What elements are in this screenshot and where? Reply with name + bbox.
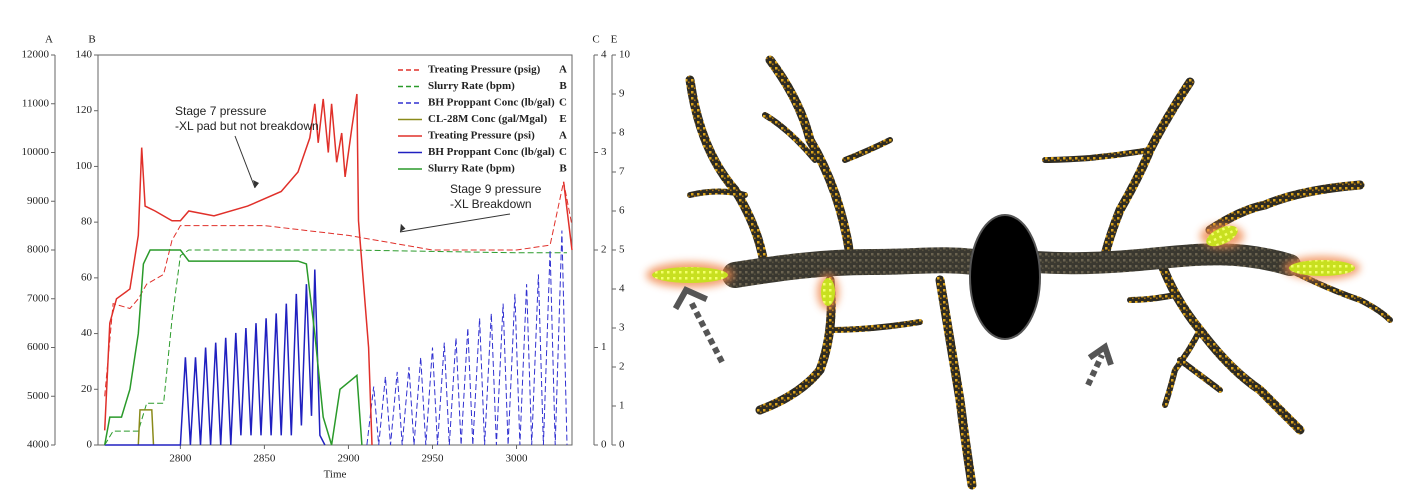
y-tick-label: 6000 — [27, 341, 50, 353]
annotation: -XL pad but not breakdown — [175, 119, 319, 133]
y-tick-label: 2 — [601, 244, 607, 256]
y-tick-label: 10000 — [22, 146, 50, 158]
annotation: -XL Breakdown — [450, 197, 532, 211]
series-line — [103, 93, 573, 446]
series-line — [103, 249, 363, 446]
x-axis-label: Time — [324, 469, 347, 481]
y-tick-label: 0 — [601, 439, 607, 451]
series-line — [104, 269, 326, 446]
y-tick-label: 4000 — [27, 439, 50, 451]
x-tick-label: 2850 — [253, 453, 276, 465]
annotation-arrow — [399, 213, 511, 233]
annotation: Stage 7 pressure — [175, 104, 267, 118]
y-tick-label: 40 — [81, 327, 93, 339]
annotation-arrow-head — [253, 180, 259, 188]
series-line — [366, 230, 568, 446]
x-tick-label: 3000 — [506, 453, 529, 465]
y-tick-label: 11000 — [22, 97, 50, 109]
legend-axis: E — [559, 113, 566, 125]
annotation-arrow-head — [400, 223, 406, 232]
y-tick-label: 120 — [76, 104, 93, 116]
series-line — [137, 409, 155, 446]
y-tick-label: 100 — [76, 160, 93, 172]
y-tick-label: 9 — [619, 88, 625, 100]
axis-letter: A — [45, 34, 53, 46]
x-tick-label: 2900 — [337, 453, 360, 465]
legend-label: Slurry Rate (bpm) — [428, 163, 515, 175]
y-tick-label: 3 — [601, 146, 607, 158]
y-tick-label: 6 — [619, 205, 625, 217]
legend-axis: B — [559, 80, 567, 92]
y-tick-label: 1 — [601, 341, 607, 353]
legend-label: BH Proppant Conc (lb/gal) — [428, 97, 555, 109]
legend-axis: A — [559, 64, 567, 76]
x-tick-label: 2800 — [169, 453, 192, 465]
y-tick-label: 140 — [76, 49, 93, 61]
y-tick-label: 10 — [619, 49, 631, 61]
series-line — [104, 181, 573, 397]
y-tick-label: 9000 — [27, 195, 50, 207]
legend-axis: C — [559, 146, 567, 158]
y-tick-label: 0 — [87, 439, 93, 451]
annotation: Stage 9 pressure — [450, 182, 542, 196]
fracture-diagram — [646, 55, 1393, 490]
axis-letter: C — [592, 34, 599, 46]
y-tick-label: 4 — [601, 49, 607, 61]
series-line — [104, 249, 567, 446]
y-tick-label: 60 — [81, 271, 93, 283]
y-tick-label: 7 — [619, 166, 625, 178]
legend-label: CL-28M Conc (gal/Mgal) — [428, 113, 547, 125]
legend-axis: B — [559, 163, 567, 175]
axis-letter: E — [611, 34, 618, 46]
axis-letter: B — [88, 34, 95, 46]
legend-label: Treating Pressure (psi) — [428, 130, 535, 142]
legend-axis: A — [559, 130, 567, 142]
y-tick-label: 3 — [619, 322, 625, 334]
y-tick-label: 1 — [619, 400, 625, 412]
y-tick-label: 5000 — [27, 390, 50, 402]
legend-label: Slurry Rate (bpm) — [428, 80, 515, 92]
y-tick-label: 80 — [81, 216, 93, 228]
legend-label: Treating Pressure (psig) — [428, 64, 541, 76]
y-tick-label: 0 — [619, 439, 625, 451]
y-tick-label: 2 — [619, 361, 625, 373]
y-tick-label: 8 — [619, 127, 625, 139]
y-tick-label: 12000 — [22, 49, 50, 61]
x-tick-label: 2950 — [421, 453, 444, 465]
y-tick-label: 7000 — [27, 292, 50, 304]
y-tick-label: 8000 — [27, 244, 50, 256]
y-tick-label: 5 — [619, 244, 625, 256]
legend-label: BH Proppant Conc (lb/gal) — [428, 146, 555, 158]
y-tick-label: 20 — [81, 383, 93, 395]
legend-axis: C — [559, 97, 567, 109]
annotation-arrow — [234, 135, 256, 189]
y-tick-label: 4 — [619, 283, 625, 295]
